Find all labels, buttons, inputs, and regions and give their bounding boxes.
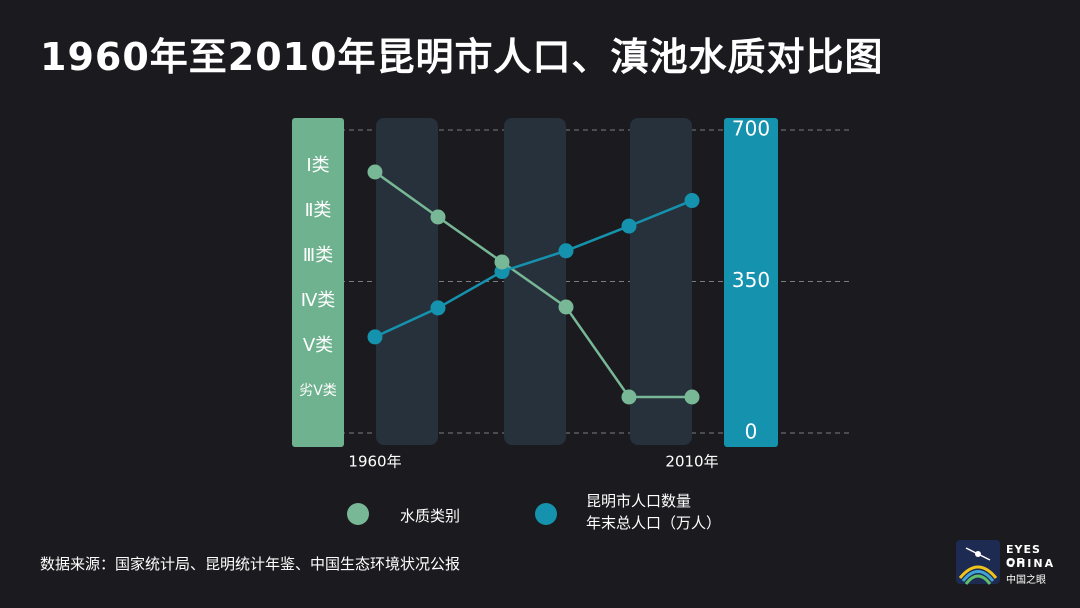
data-point-water-quality [558, 299, 574, 315]
column-band [504, 118, 566, 445]
data-point-population [621, 218, 637, 234]
data-point-water-quality [430, 209, 446, 225]
x-tick-label: 1960年 [348, 453, 401, 471]
data-point-water-quality [494, 254, 510, 270]
data-point-water-quality [684, 389, 700, 405]
column-band [376, 118, 438, 445]
data-point-population [430, 300, 446, 316]
legend-marker-population [535, 503, 557, 525]
right-axis-tick-label: 350 [732, 268, 770, 292]
series-line-water-quality [374, 170, 692, 399]
data-point-population [367, 329, 383, 345]
legend-label-population-line: 年末总人口（万人） [586, 514, 722, 532]
logo-text-line3: 中国之眼 [1006, 575, 1046, 586]
right-axis-tick-label: 0 [745, 420, 758, 444]
page-title: 1960年至2010年昆明市人口、滇池水质对比图 [40, 35, 884, 79]
left-axis-tick-label: 劣Ⅴ类 [299, 383, 337, 399]
left-axis-tick-label: Ⅴ类 [303, 335, 333, 356]
left-axis-tick-label: Ⅱ类 [305, 200, 332, 221]
series-line-population [374, 199, 693, 339]
column-band [630, 118, 692, 445]
left-axis-tick-label: Ⅰ类 [306, 155, 329, 176]
data-point-population [684, 193, 700, 209]
right-axis-bar [724, 118, 778, 447]
data-point-water-quality [367, 164, 383, 180]
logo-text-line2: CHINA [1006, 557, 1056, 570]
left-axis-tick-label: Ⅲ类 [303, 245, 333, 266]
legend-label-water-quality: 水质类别 [400, 507, 461, 525]
data-point-population [558, 243, 574, 259]
logo-text-line1: EYES OF [1006, 543, 1041, 569]
legend-label-population: 昆明市人口数量年末总人口（万人） [586, 490, 721, 534]
left-axis-bar [292, 118, 344, 447]
eyes-of-china-logo: EYES OF CHINA 中国之眼 [954, 538, 1058, 588]
right-axis-tick-label: 700 [732, 117, 770, 141]
legend-marker-water-quality [347, 503, 369, 525]
legend-label-population-line: 昆明市人口数量 [586, 492, 692, 510]
left-axis-tick-label: Ⅳ类 [301, 290, 336, 311]
logo-emblem-icon [956, 540, 1000, 585]
data-point-water-quality [621, 389, 637, 405]
source-note: 数据来源：国家统计局、昆明统计年鉴、中国生态环境状况公报 [40, 555, 461, 573]
x-tick-label: 2010年 [665, 453, 718, 471]
